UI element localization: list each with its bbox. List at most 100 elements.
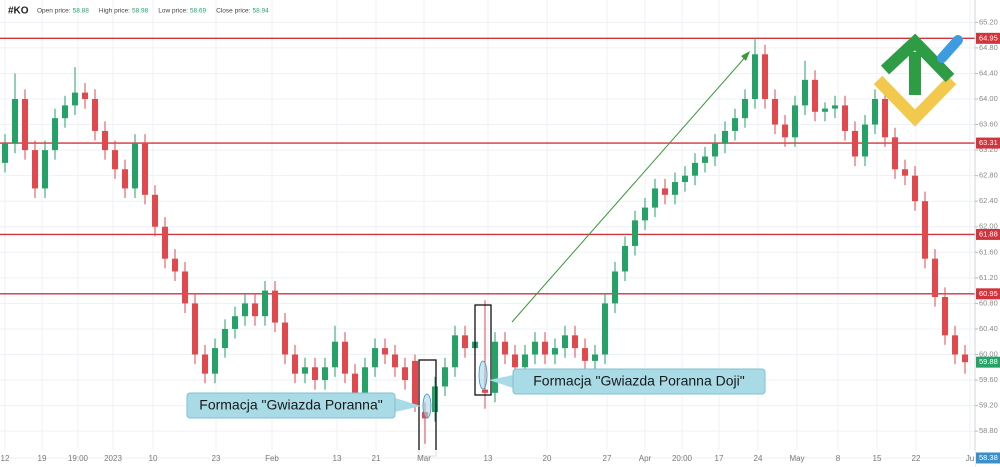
y-tick-label: 63.60 [979,120,998,129]
candle-body [292,354,298,374]
x-tick-label: May [789,454,804,463]
candle-body [542,341,548,355]
candle-body [482,389,488,393]
candle-body [232,316,238,329]
stats: Open price: 58.88 High price: 58.98 Low pric… [37,8,269,15]
candle-body [332,341,338,368]
candle-body [942,297,948,336]
axes: 65.20 64.80 64.40 64.00 63.60 63.20 62.80 62.40… [1,17,1000,464]
candle-body [742,99,748,119]
candle-body [872,99,878,125]
candle-body [32,150,38,189]
level-label: 64.95 [979,33,998,42]
x-tick-label: 12 [1,454,10,463]
x-tick-label: 17 [715,454,724,463]
candle-body [732,118,738,131]
x-tick-label: Mar [417,454,431,463]
candle-body [602,303,608,355]
highlight-ellipse [478,360,488,390]
candle-body [102,130,108,151]
candle-body [862,124,868,157]
candle-body [802,79,808,106]
x-tick-label: 23 [212,454,221,463]
candle-body [782,124,788,138]
candle-body [792,105,798,138]
candle-body [922,201,928,259]
candle-body [132,143,138,189]
candle-body [302,367,308,374]
candle-body [882,99,888,138]
x-tick-label: Ju [966,454,974,463]
candle-body [562,335,568,349]
candle-body [122,169,128,189]
logo [873,33,963,127]
stat-value: 58.98 [132,8,149,15]
x-tick-label: 13 [484,454,493,463]
x-tick-label: 19:00 [68,454,89,463]
level-label: 63.31 [979,138,998,147]
candle-body [342,341,348,374]
candle-body [142,143,148,195]
y-tick-label: 60.00 [979,349,998,358]
candle-body [162,226,168,259]
grid [0,0,975,450]
y-tick-label: 59.60 [979,375,998,384]
candle-body [282,322,288,355]
candle-body [532,341,538,355]
candle-body [322,367,328,381]
candle-body [672,182,678,195]
level-tag [976,32,1000,44]
highlight-ellipse [422,393,432,419]
candle-body [652,188,658,208]
candle-body [462,335,468,349]
candle-body [432,386,438,412]
stat-label: Close price: [216,8,251,15]
level-tag [976,137,1000,149]
candle-body [522,354,528,368]
candle-body [192,303,198,355]
x-tick-label: 2023 [104,454,122,463]
candle-body [492,341,498,393]
y-tick-label: 62.40 [979,196,998,205]
candle-body [352,373,358,393]
y-tick-label: 61.20 [979,273,998,282]
callout-pointer [395,398,421,412]
candle-body [212,348,218,374]
candle-body [452,335,458,368]
x-tick-label: 22 [912,454,921,463]
y-tick-label: 62.00 [979,222,998,231]
candle-body [592,354,598,361]
x-tick-label: 20 [543,454,552,463]
candle-body [752,54,758,100]
candle-body [892,137,898,170]
candle-body [82,92,88,100]
candle-body [12,99,18,144]
candle-body [552,348,558,355]
candle-body [362,367,368,393]
candle-body [262,290,268,317]
candle-body [842,105,848,131]
x-tick-label: Apr [639,454,652,463]
stat-label: High price: [99,8,130,15]
candle-body [172,258,178,272]
candle-body [682,175,688,183]
candle-body [62,105,68,119]
candle-body [152,194,158,227]
candle-body [202,354,208,374]
candle-body [612,271,618,304]
candle-body [372,348,378,368]
candle-body [22,99,28,151]
candle-body [242,303,248,317]
candle-body [312,367,318,381]
x-tick-label: 10 [149,454,158,463]
candle-body [692,162,698,176]
candle-body [762,54,768,100]
candle-body [392,354,398,368]
x-tick-label: 27 [603,454,612,463]
candle-body [932,258,938,298]
last-price-tag [976,356,1000,368]
y-tick-label: 61.60 [979,247,998,256]
y-tick-label: 60.40 [979,324,998,333]
